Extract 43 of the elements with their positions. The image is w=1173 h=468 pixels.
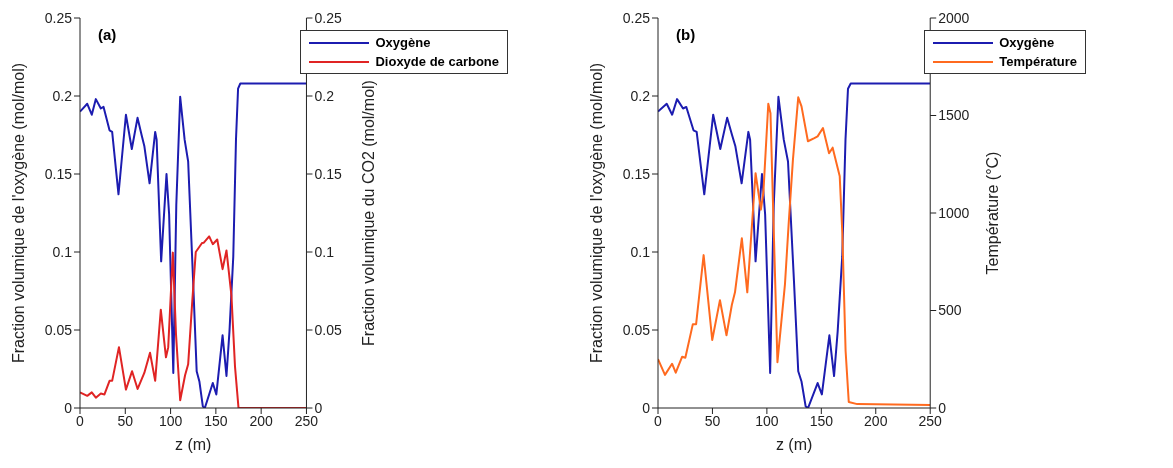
y2-tick-label: 500 [938,302,962,319]
x-tick-label: 100 [158,412,183,429]
y-tick-label: 0.15 [622,165,651,182]
x-tick-label: 200 [864,412,888,429]
y2-axis-title: Température (°C) [983,151,1001,275]
legend-label: Oxygène [375,34,431,52]
y-axis-title: Fraction volumique de l'oxygène (mol/mol) [9,62,27,364]
x-tick-label: 200 [249,412,274,429]
y2-tick-label: 1500 [938,107,970,124]
y-tick-label: 0 [64,399,73,416]
y-tick-label: 0.1 [52,243,73,260]
y-tick-label: 0.25 [44,9,73,26]
y2-tick-label: 0.2 [314,87,335,104]
y2-tick-label: 0.25 [314,9,342,26]
legend-label: Oxygène [999,34,1055,52]
y2-tick-label: 0.1 [314,243,335,260]
y-tick-label: 0.1 [630,243,651,260]
legend-label: Dioxyde de carbone [375,53,499,71]
y-axis-title: Fraction volumique de l'oxygène (mol/mol) [587,62,605,364]
annotation: (a) [98,26,117,43]
y-tick-label: 0.05 [44,321,73,338]
x-tick-label: 100 [755,412,779,429]
x-tick-label: 150 [809,412,834,429]
y-tick-label: 0.2 [630,87,651,104]
y-tick-label: 0 [642,399,651,416]
y-tick-label: 0.2 [52,87,73,104]
x-tick-label: 150 [204,412,228,429]
x-axis-title: z (m) [775,436,813,453]
y2-tick-label: 0.05 [314,321,342,338]
annotation: (b) [676,26,696,43]
x-axis-title: z (m) [175,436,212,453]
x-tick-label: 50 [704,412,721,429]
y2-tick-label: 0.15 [314,165,342,182]
x-tick-label: 50 [117,412,134,429]
x-tick-label: 0 [654,412,663,429]
y-tick-label: 0.15 [44,165,73,182]
y-tick-label: 0.25 [622,9,651,26]
y2-tick-label: 1000 [938,204,970,221]
y-tick-label: 0.05 [622,321,651,338]
legend-label: Température [999,53,1077,71]
y2-axis-title: Fraction volumique du CO2 (mol/mol) [360,80,378,346]
x-tick-label: 0 [76,412,85,429]
y2-tick-label: 2000 [938,9,970,26]
